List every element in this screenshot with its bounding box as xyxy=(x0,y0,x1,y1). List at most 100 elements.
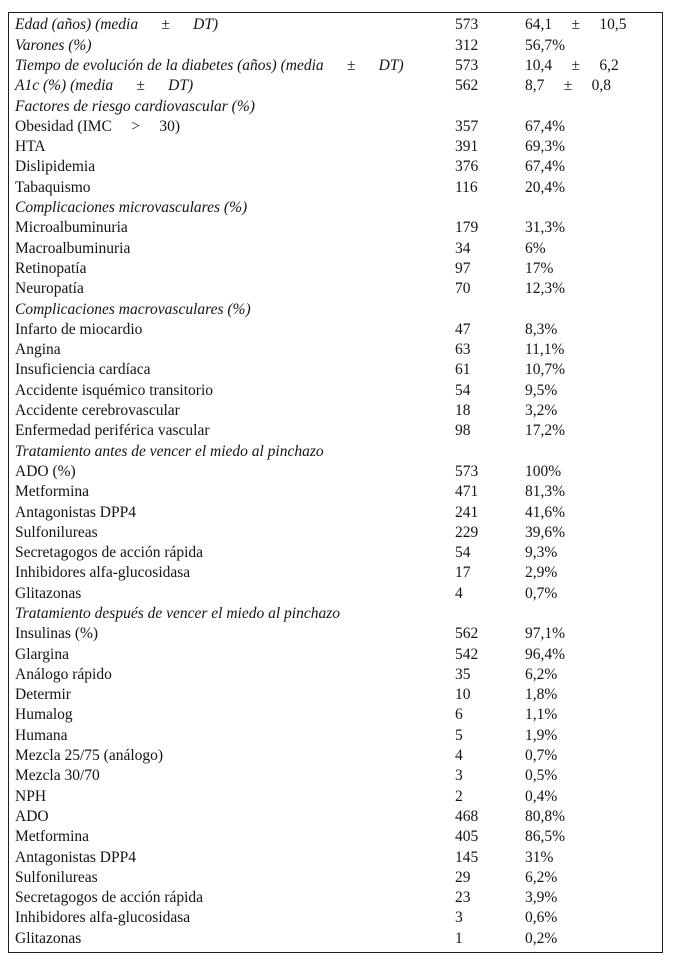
row-n-count: 6 xyxy=(455,706,463,724)
table-row-30: Insulinas (%) 562 97,1% xyxy=(9,624,662,644)
row-value: 9,3% xyxy=(525,544,558,562)
row-variable-label: Inhibidores alfa-glucosidasa xyxy=(15,909,191,927)
row-value: 11,1% xyxy=(525,341,565,359)
row-n-count: 357 xyxy=(455,117,479,135)
row-n-count: 5 xyxy=(455,726,463,744)
row-variable-label: Metformina xyxy=(15,828,90,846)
row-n-count: 405 xyxy=(455,828,479,846)
row-value: 3,2% xyxy=(525,402,558,420)
table-row-17: Insuficiencia cardíaca 61 10,7% xyxy=(9,360,662,380)
table-row-25: Sulfonilureas 229 39,6% xyxy=(9,522,662,542)
table-row-27: Inhibidores alfa-glucosidasa 17 2,9% xyxy=(9,563,662,583)
row-n-count: 468 xyxy=(455,807,479,825)
table-row-4: Factores de riesgo cardiovascular (%) xyxy=(9,96,662,116)
row-value: 31,3% xyxy=(525,219,566,237)
row-value: 6% xyxy=(525,239,546,257)
row-value: 39,6% xyxy=(525,523,566,541)
table-row-42: Sulfonilureas 29 6,2% xyxy=(9,867,662,887)
table-row-32: Análogo rápido 35 6,2% xyxy=(9,665,662,685)
table-row-33: Determir 10 1,8% xyxy=(9,685,662,705)
table-row-13: Neuropatía 70 12,3% xyxy=(9,279,662,299)
row-variable-label: Antagonistas DPP4 xyxy=(15,848,136,866)
row-value: 2,9% xyxy=(525,564,558,582)
row-value: 64,1 ± 10,5 xyxy=(525,16,627,34)
row-variable-label: Humalog xyxy=(15,706,73,724)
row-variable-label: Sulfonilureas xyxy=(15,868,98,886)
row-value: 8,3% xyxy=(525,320,558,338)
row-value: 1,1% xyxy=(525,706,558,724)
table-row-41: Antagonistas DPP4 145 31% xyxy=(9,847,662,867)
row-variable-label: Angina xyxy=(15,341,61,359)
row-n-count: 573 xyxy=(455,16,479,34)
row-variable-label: Secretagogos de acción rápida xyxy=(15,544,204,562)
row-variable-label: Secretagogos de acción rápida xyxy=(15,889,204,907)
row-n-count: 145 xyxy=(455,848,479,866)
row-n-count: 63 xyxy=(455,341,471,359)
row-variable-label: ADO xyxy=(15,807,49,825)
row-n-count: 471 xyxy=(455,483,479,501)
row-variable-label: Neuropatía xyxy=(15,280,84,298)
table-row-5: Obesidad (IMC > 30) 357 67,4% xyxy=(9,116,662,136)
table-row-45: Glitazonas 1 0,2% xyxy=(9,928,662,948)
table-row-7: Dislipidemia 376 67,4% xyxy=(9,157,662,177)
row-value: 1,8% xyxy=(525,686,558,704)
row-value: 1,9% xyxy=(525,726,558,744)
table-row-35: Humana 5 1,9% xyxy=(9,725,662,745)
row-variable-label: Accidente cerebrovascular xyxy=(15,402,180,420)
row-variable-label: Macroalbuminuria xyxy=(15,239,131,257)
row-value: 67,4% xyxy=(525,158,566,176)
row-n-count: 562 xyxy=(455,625,479,643)
row-n-count: 70 xyxy=(455,280,471,298)
table-row-14: Complicaciones macrovasculares (%) xyxy=(9,299,662,319)
patient-characteristics-table: Edad (años) (media ± DT) 573 64,1 ± 10,5… xyxy=(8,12,663,953)
row-n-count: 116 xyxy=(455,178,478,196)
table-row-8: Tabaquismo 116 20,4% xyxy=(9,177,662,197)
row-value: 69,3% xyxy=(525,138,566,156)
row-variable-label: HTA xyxy=(15,138,46,156)
table-row-20: Enfermedad periférica vascular 98 17,2% xyxy=(9,421,662,441)
row-variable-label: Varones (%) xyxy=(15,36,92,54)
table-row-3: A1c (%) (media ± DT) 562 8,7 ± 0,8 xyxy=(9,76,662,96)
row-value: 0,2% xyxy=(525,929,558,947)
row-value: 0,4% xyxy=(525,787,558,805)
row-n-count: 54 xyxy=(455,381,471,399)
row-value: 56,7% xyxy=(525,36,566,54)
row-variable-label: Humana xyxy=(15,726,68,744)
row-variable-label: Tabaquismo xyxy=(15,178,91,196)
row-n-count: 29 xyxy=(455,868,471,886)
row-variable-label: Accidente isquémico transitorio xyxy=(15,381,213,399)
row-value: 96,4% xyxy=(525,645,566,663)
row-variable-label: Tratamiento antes de vencer el miedo al … xyxy=(15,442,324,460)
row-variable-label: Enfermedad periférica vascular xyxy=(15,422,210,440)
row-value: 0,5% xyxy=(525,767,558,785)
row-value: 3,9% xyxy=(525,889,558,907)
row-n-count: 573 xyxy=(455,462,479,480)
row-variable-label: Dislipidemia xyxy=(15,158,96,176)
row-value: 86,5% xyxy=(525,828,566,846)
row-value: 67,4% xyxy=(525,117,566,135)
row-value: 17,2% xyxy=(525,422,566,440)
table-row-37: Mezcla 30/70 3 0,5% xyxy=(9,766,662,786)
table-row-28: Glitazonas 4 0,7% xyxy=(9,583,662,603)
row-n-count: 97 xyxy=(455,259,471,277)
row-variable-label: Metformina xyxy=(15,483,90,501)
row-variable-label: Tratamiento después de vencer el miedo a… xyxy=(15,605,341,622)
row-value: 10,4 ± 6,2 xyxy=(525,56,619,74)
row-n-count: 229 xyxy=(455,523,479,541)
row-variable-label: Complicaciones microvasculares (%) xyxy=(15,199,248,217)
table-row-16: Angina 63 11,1% xyxy=(9,340,662,360)
row-value: 81,3% xyxy=(525,483,566,501)
row-n-count: 1 xyxy=(455,929,463,947)
table-row-19: Accidente cerebrovascular 18 3,2% xyxy=(9,401,662,421)
row-variable-label: Microalbuminuria xyxy=(15,219,128,237)
row-n-count: 10 xyxy=(455,686,471,704)
row-variable-label: Glargina xyxy=(15,645,69,663)
table-row-36: Mezcla 25/75 (análogo) 4 0,7% xyxy=(9,746,662,766)
row-variable-label: Glitazonas xyxy=(15,584,82,602)
row-n-count: 179 xyxy=(455,219,479,237)
row-value: 9,5% xyxy=(525,381,558,399)
table-row-21: Tratamiento antes de vencer el miedo al … xyxy=(9,441,662,461)
row-n-count: 4 xyxy=(455,747,463,765)
table-row-26: Secretagogos de acción rápida 54 9,3% xyxy=(9,543,662,563)
table-row-23: Metformina 471 81,3% xyxy=(9,482,662,502)
